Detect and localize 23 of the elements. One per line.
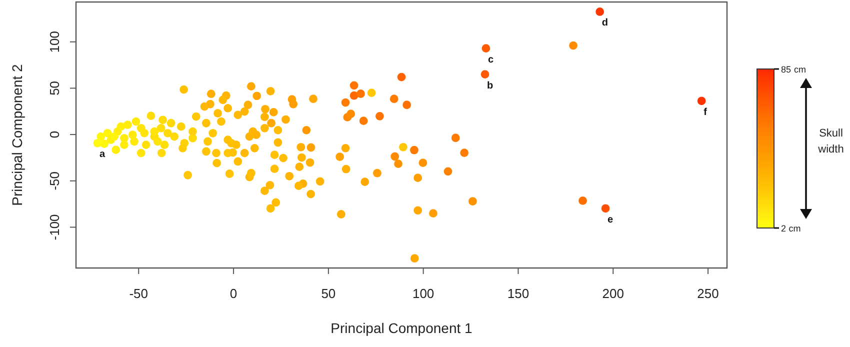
annotation: b	[487, 80, 494, 92]
x-tick-label: 100	[412, 286, 434, 301]
color-bar-label: 85 cm	[781, 64, 806, 74]
y-tick-label: 0	[47, 130, 62, 138]
y-tick-label: 100	[47, 31, 62, 53]
x-tick-label: 50	[321, 286, 336, 301]
x-tick-label: 0	[230, 286, 238, 301]
x-tick-label: -50	[129, 286, 148, 301]
annotation: d	[602, 18, 608, 29]
x-tick-label: 250	[697, 286, 719, 301]
y-tick-label: -100	[47, 214, 62, 240]
x-tick-label: 200	[602, 286, 624, 301]
annotation: e	[608, 214, 614, 226]
annotation: a	[99, 149, 106, 160]
x-axis-title: Principal Component 1	[330, 320, 473, 336]
y-axis-title: Principal Component 2	[9, 64, 25, 206]
annotation: c	[488, 54, 494, 66]
y-tick-label: 50	[47, 80, 62, 96]
annotation: f	[704, 106, 708, 118]
y-tick-label: -50	[47, 171, 62, 190]
color-bar-title: Skull width	[817, 128, 844, 156]
color-bar-label: 2 cm	[781, 224, 801, 234]
x-tick-label: 150	[507, 286, 530, 301]
